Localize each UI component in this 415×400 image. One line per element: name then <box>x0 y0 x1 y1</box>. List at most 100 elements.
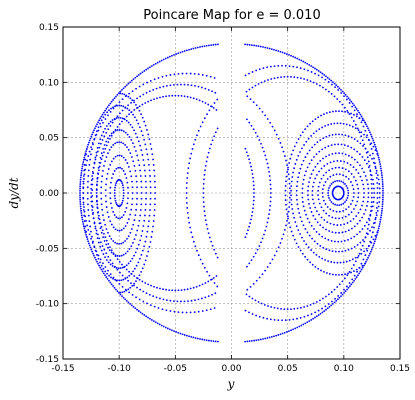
y-tick-label: 0.15 <box>39 23 59 33</box>
orbit-point <box>367 196 370 199</box>
orbit-point <box>356 233 359 236</box>
orbit-point <box>138 219 141 222</box>
separatrix-point <box>168 289 171 291</box>
separatrix-point <box>299 316 302 319</box>
separatrix-point <box>285 159 287 162</box>
orbit-point <box>364 209 367 211</box>
separatrix-point <box>361 139 364 142</box>
orbit-point <box>286 213 289 215</box>
boundary-point <box>125 84 128 87</box>
separatrix-point <box>337 89 340 91</box>
separatrix-point <box>196 134 198 137</box>
separatrix-point <box>270 306 273 308</box>
orbit-point <box>104 113 107 116</box>
orbit-point <box>132 223 135 226</box>
boundary-point <box>156 61 159 64</box>
boundary-point <box>119 90 122 93</box>
orbit-point <box>303 240 305 242</box>
orbit-point <box>93 161 96 164</box>
separatrix-point <box>263 150 265 153</box>
orbit-point <box>94 249 97 252</box>
orbit-point <box>82 203 85 206</box>
boundary-point <box>275 334 278 337</box>
separatrix-point <box>268 213 270 216</box>
boundary-point <box>326 76 329 79</box>
orbit-point <box>112 226 115 229</box>
separatrix-point <box>204 169 206 172</box>
orbit-point <box>300 220 303 223</box>
separatrix-point <box>348 270 351 273</box>
orbit-point <box>359 208 362 211</box>
separatrix-point <box>376 187 379 189</box>
separatrix-point <box>338 100 341 103</box>
orbit-point <box>108 249 111 252</box>
boundary-point <box>190 335 193 338</box>
separatrix-point <box>252 180 255 183</box>
orbit-point <box>326 206 329 208</box>
orbit-point <box>362 183 365 186</box>
orbit-point <box>344 110 346 113</box>
separatrix-point <box>147 100 150 103</box>
orbit-point <box>128 274 131 277</box>
orbit-point <box>96 172 99 175</box>
orbit-point <box>98 222 101 225</box>
orbit-point <box>100 264 103 267</box>
orbit-point <box>318 181 321 184</box>
separatrix-point <box>207 280 210 283</box>
orbit-point <box>326 178 329 180</box>
orbit-point <box>372 183 375 185</box>
separatrix-point <box>186 288 189 291</box>
orbit-point <box>364 175 367 177</box>
boundary-point <box>177 331 180 334</box>
orbit-point <box>105 178 108 180</box>
orbit-point <box>343 160 346 163</box>
separatrix-point <box>256 135 259 138</box>
orbit-point <box>114 197 116 200</box>
separatrix-point <box>145 292 148 295</box>
orbit-point <box>104 223 107 226</box>
boundary-point <box>331 81 334 83</box>
orbit-point <box>100 192 103 194</box>
separatrix-point <box>197 129 200 132</box>
boundary-point <box>109 102 112 105</box>
x-axis-ticks: -0.15 -0.10 -0.05 0.00 0.05 0.10 0.15 <box>51 27 410 374</box>
boundary-point <box>273 48 275 51</box>
orbit-point <box>353 270 355 273</box>
separatrix-point <box>330 291 333 293</box>
orbit-point <box>325 228 327 231</box>
separatrix-point <box>103 151 105 154</box>
orbit-point <box>364 121 366 124</box>
boundary-point <box>85 233 87 236</box>
orbit-point <box>352 188 355 190</box>
separatrix-point <box>90 146 92 149</box>
orbit-point <box>144 169 146 172</box>
orbit-point <box>143 263 146 266</box>
separatrix-point <box>248 121 251 124</box>
orbit-point <box>96 206 99 209</box>
boundary-point <box>80 212 83 214</box>
separatrix-point <box>135 87 137 90</box>
boundary-point <box>264 46 267 49</box>
orbit-point <box>314 218 317 221</box>
orbit-point <box>314 177 317 180</box>
orbit-point <box>108 235 111 238</box>
orbit-point <box>136 197 138 200</box>
orbit-point <box>114 184 117 187</box>
orbit-point <box>347 206 350 208</box>
separatrix-point <box>107 114 109 117</box>
boundary-point <box>205 339 208 342</box>
boundary-point <box>217 43 219 46</box>
separatrix-point <box>264 229 267 232</box>
separatrix-point <box>346 274 349 277</box>
orbit-point <box>361 216 364 219</box>
orbit-point <box>139 169 142 172</box>
orbit-point <box>115 167 118 170</box>
orbit-point <box>112 240 115 242</box>
separatrix-point <box>352 264 355 266</box>
orbit-point <box>378 196 381 199</box>
orbit-point <box>91 183 94 186</box>
boundary-point <box>350 100 353 103</box>
separatrix-point <box>165 84 168 87</box>
orbit-point <box>123 93 126 96</box>
orbit-point <box>140 234 143 237</box>
